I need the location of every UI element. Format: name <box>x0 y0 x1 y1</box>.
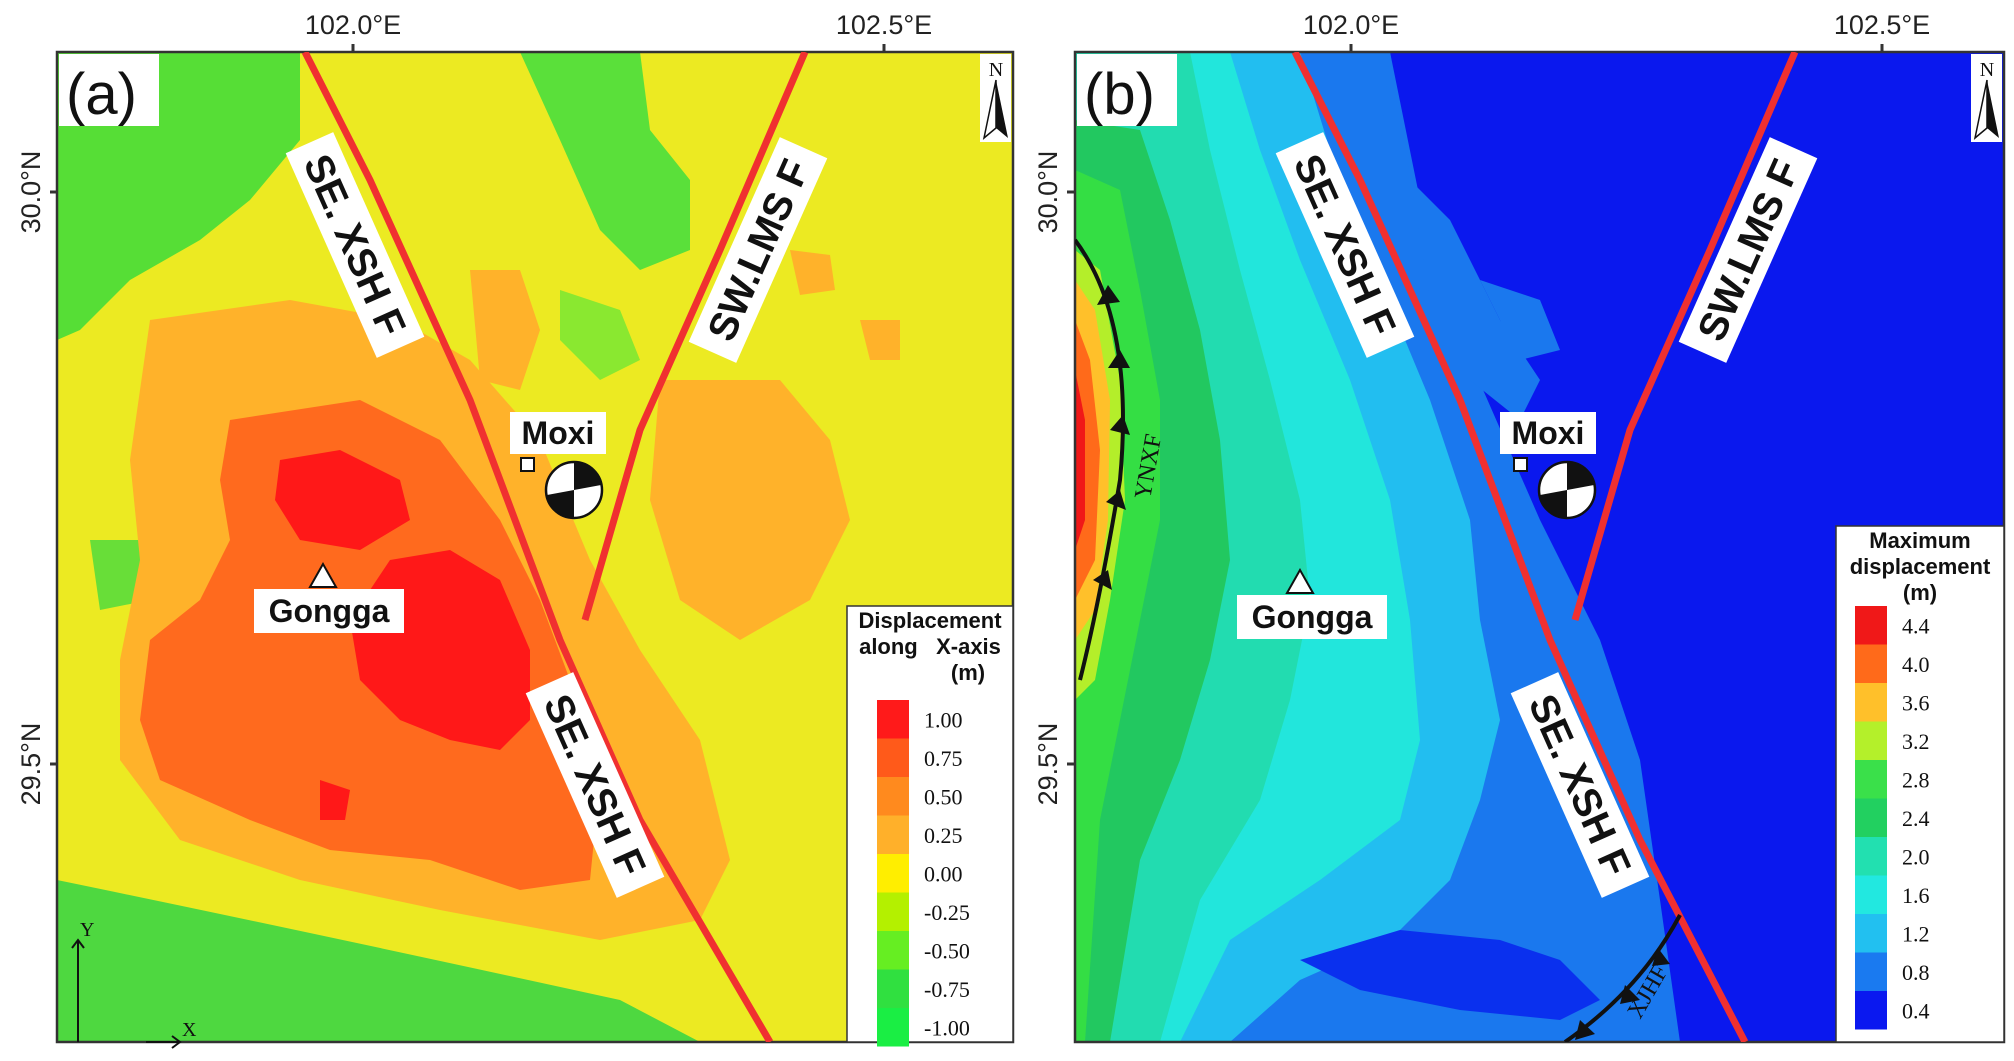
svg-text:(m): (m) <box>1903 580 1937 605</box>
svg-text:(m): (m) <box>951 660 985 685</box>
svg-text:displacement: displacement <box>1850 554 1991 579</box>
legend-a-value: 0.50 <box>924 784 963 809</box>
svg-text:Maximum: Maximum <box>1869 528 1970 553</box>
legend-b-swatch <box>1855 721 1887 760</box>
legend-a-value: 0.75 <box>924 746 963 771</box>
legend-a: Displacement along X-axis (m) 1.00 0.75 0.… <box>846 605 1014 1047</box>
legend-a-swatch <box>877 892 909 931</box>
svg-text:N: N <box>1980 59 1994 81</box>
svg-text:Y: Y <box>80 919 94 941</box>
legend-b-value: 4.4 <box>1902 613 1930 638</box>
legend-b-value: 3.2 <box>1902 729 1930 754</box>
svg-text:Displacement: Displacement <box>858 608 1002 633</box>
legend-b: Maximum displacement (m) 4.4 4.0 3.6 3.2 2.8… <box>1835 525 2005 1043</box>
place-gongga-b: Gongga <box>1252 599 1373 635</box>
legend-b-swatch <box>1855 914 1887 953</box>
legend-b-swatch <box>1855 760 1887 799</box>
lon-tick-b-2: 102.5°E <box>1834 10 1930 40</box>
legend-a-swatch <box>877 700 909 739</box>
legend-b-value: 3.6 <box>1902 690 1930 715</box>
legend-b-value: 2.8 <box>1902 767 1930 792</box>
fault-line-lms-a <box>581 52 809 621</box>
fault-line-lms-b <box>1571 52 1799 621</box>
legend-b-swatch <box>1855 798 1887 837</box>
legend-b-swatch <box>1855 644 1887 683</box>
beachball-icon <box>544 460 604 520</box>
legend-a-value: 0.00 <box>924 861 963 886</box>
town-marker-b <box>1513 457 1528 472</box>
legend-a-swatch <box>877 815 909 854</box>
legend-b-value: 2.0 <box>1902 844 1930 869</box>
legend-b-value: 4.0 <box>1902 652 1930 677</box>
legend-a-value: -0.50 <box>924 938 970 963</box>
axis-indicator-icon: Y X <box>71 919 197 1049</box>
fault-line-xsh-b <box>1291 52 1749 1042</box>
legend-a-swatch <box>877 931 909 970</box>
peak-marker-a <box>308 561 338 588</box>
lat-tick-b-1: 30.0°N <box>1033 151 1063 234</box>
legend-b-value: 0.8 <box>1902 960 1930 985</box>
legend-b-value: 2.4 <box>1902 806 1930 831</box>
legend-a-swatch <box>877 777 909 816</box>
lon-tick-a-2: 102.5°E <box>836 10 932 40</box>
legend-b-swatch <box>1855 991 1887 1030</box>
fault-line-xsh-a <box>301 52 774 1042</box>
legend-b-swatch <box>1855 683 1887 722</box>
panel-b-label: (b) <box>1084 62 1155 127</box>
legend-a-value: -1.00 <box>924 1015 970 1040</box>
beachball-icon <box>1537 460 1597 520</box>
legend-a-value: -0.75 <box>924 977 970 1002</box>
legend-a-value: 1.00 <box>924 707 963 732</box>
legend-a-value: 0.25 <box>924 823 963 848</box>
legend-b-swatch <box>1855 875 1887 914</box>
lat-tick-a-1: 30.0°N <box>16 151 46 234</box>
legend-a-swatch <box>877 969 909 1008</box>
north-arrow-icon: N <box>1971 54 2002 142</box>
legend-b-value: 0.4 <box>1902 998 1930 1023</box>
legend-b-value: 1.2 <box>1902 921 1930 946</box>
place-gongga-a: Gongga <box>269 593 390 629</box>
legend-a-swatch <box>877 1008 909 1047</box>
place-moxi-b: Moxi <box>1512 415 1585 451</box>
peak-marker-b <box>1285 567 1315 594</box>
legend-b-swatch <box>1855 952 1887 991</box>
lat-tick-b-2: 29.5°N <box>1033 723 1063 806</box>
lat-tick-a-2: 29.5°N <box>16 723 46 806</box>
legend-b-swatch <box>1855 606 1887 645</box>
legend-b-swatch <box>1855 837 1887 876</box>
legend-a-swatch <box>877 854 909 893</box>
legend-a-value: -0.25 <box>924 900 970 925</box>
svg-text:along X-axis: along X-axis <box>859 634 1001 659</box>
legend-a-swatch <box>877 738 909 777</box>
north-arrow-icon: N <box>980 54 1011 142</box>
legend-b-value: 1.6 <box>1902 883 1930 908</box>
svg-text:N: N <box>989 59 1003 81</box>
panel-a-frame <box>55 50 1015 1044</box>
lon-tick-b-1: 102.0°E <box>1303 10 1399 40</box>
lon-tick-a-1: 102.0°E <box>305 10 401 40</box>
svg-text:X: X <box>182 1019 197 1041</box>
place-moxi-a: Moxi <box>522 415 595 451</box>
panel-a-label: (a) <box>66 62 137 127</box>
town-marker-a <box>520 457 535 472</box>
